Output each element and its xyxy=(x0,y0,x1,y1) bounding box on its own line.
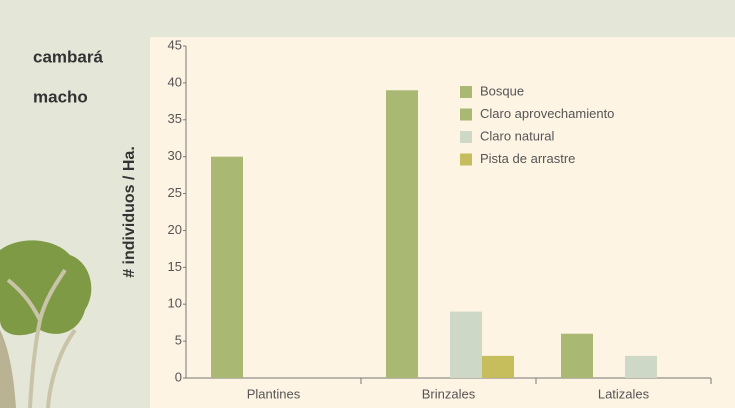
bar xyxy=(211,156,243,378)
y-tick-label: 10 xyxy=(168,296,182,311)
title: cambará xyxy=(33,47,103,66)
bar xyxy=(482,355,514,378)
y-tick-label: 15 xyxy=(168,259,182,274)
y-axis-label: # individuos / Ha. xyxy=(121,146,138,278)
bar xyxy=(386,90,418,379)
y-tick-label: 40 xyxy=(168,74,182,89)
y-tick-label: 30 xyxy=(168,148,182,163)
bar xyxy=(625,355,657,378)
y-tick-label: 5 xyxy=(175,333,182,348)
legend-swatch xyxy=(460,86,472,98)
y-tick-label: 25 xyxy=(168,185,182,200)
legend-swatch xyxy=(460,153,472,166)
y-tick-label: 45 xyxy=(168,37,182,52)
subtitle: macho xyxy=(33,87,88,106)
legend-swatch xyxy=(460,131,472,143)
y-tick-label: 20 xyxy=(168,222,182,237)
x-tick-label: Plantines xyxy=(247,386,301,401)
y-tick-label: 0 xyxy=(175,369,182,384)
x-tick-label: Latizales xyxy=(598,386,650,401)
x-tick-label: Brinzales xyxy=(422,386,476,401)
legend-label: Claro natural xyxy=(480,128,555,143)
legend-label: Claro aprovechamiento xyxy=(480,106,614,121)
legend-label: Bosque xyxy=(480,83,524,98)
bar xyxy=(561,333,593,378)
plot-background xyxy=(150,37,735,408)
bar xyxy=(450,311,482,378)
tree-illustration xyxy=(0,240,92,408)
legend-label: Pista de arrastre xyxy=(480,151,575,166)
legend-swatch xyxy=(460,108,472,121)
y-tick-label: 35 xyxy=(168,111,182,126)
